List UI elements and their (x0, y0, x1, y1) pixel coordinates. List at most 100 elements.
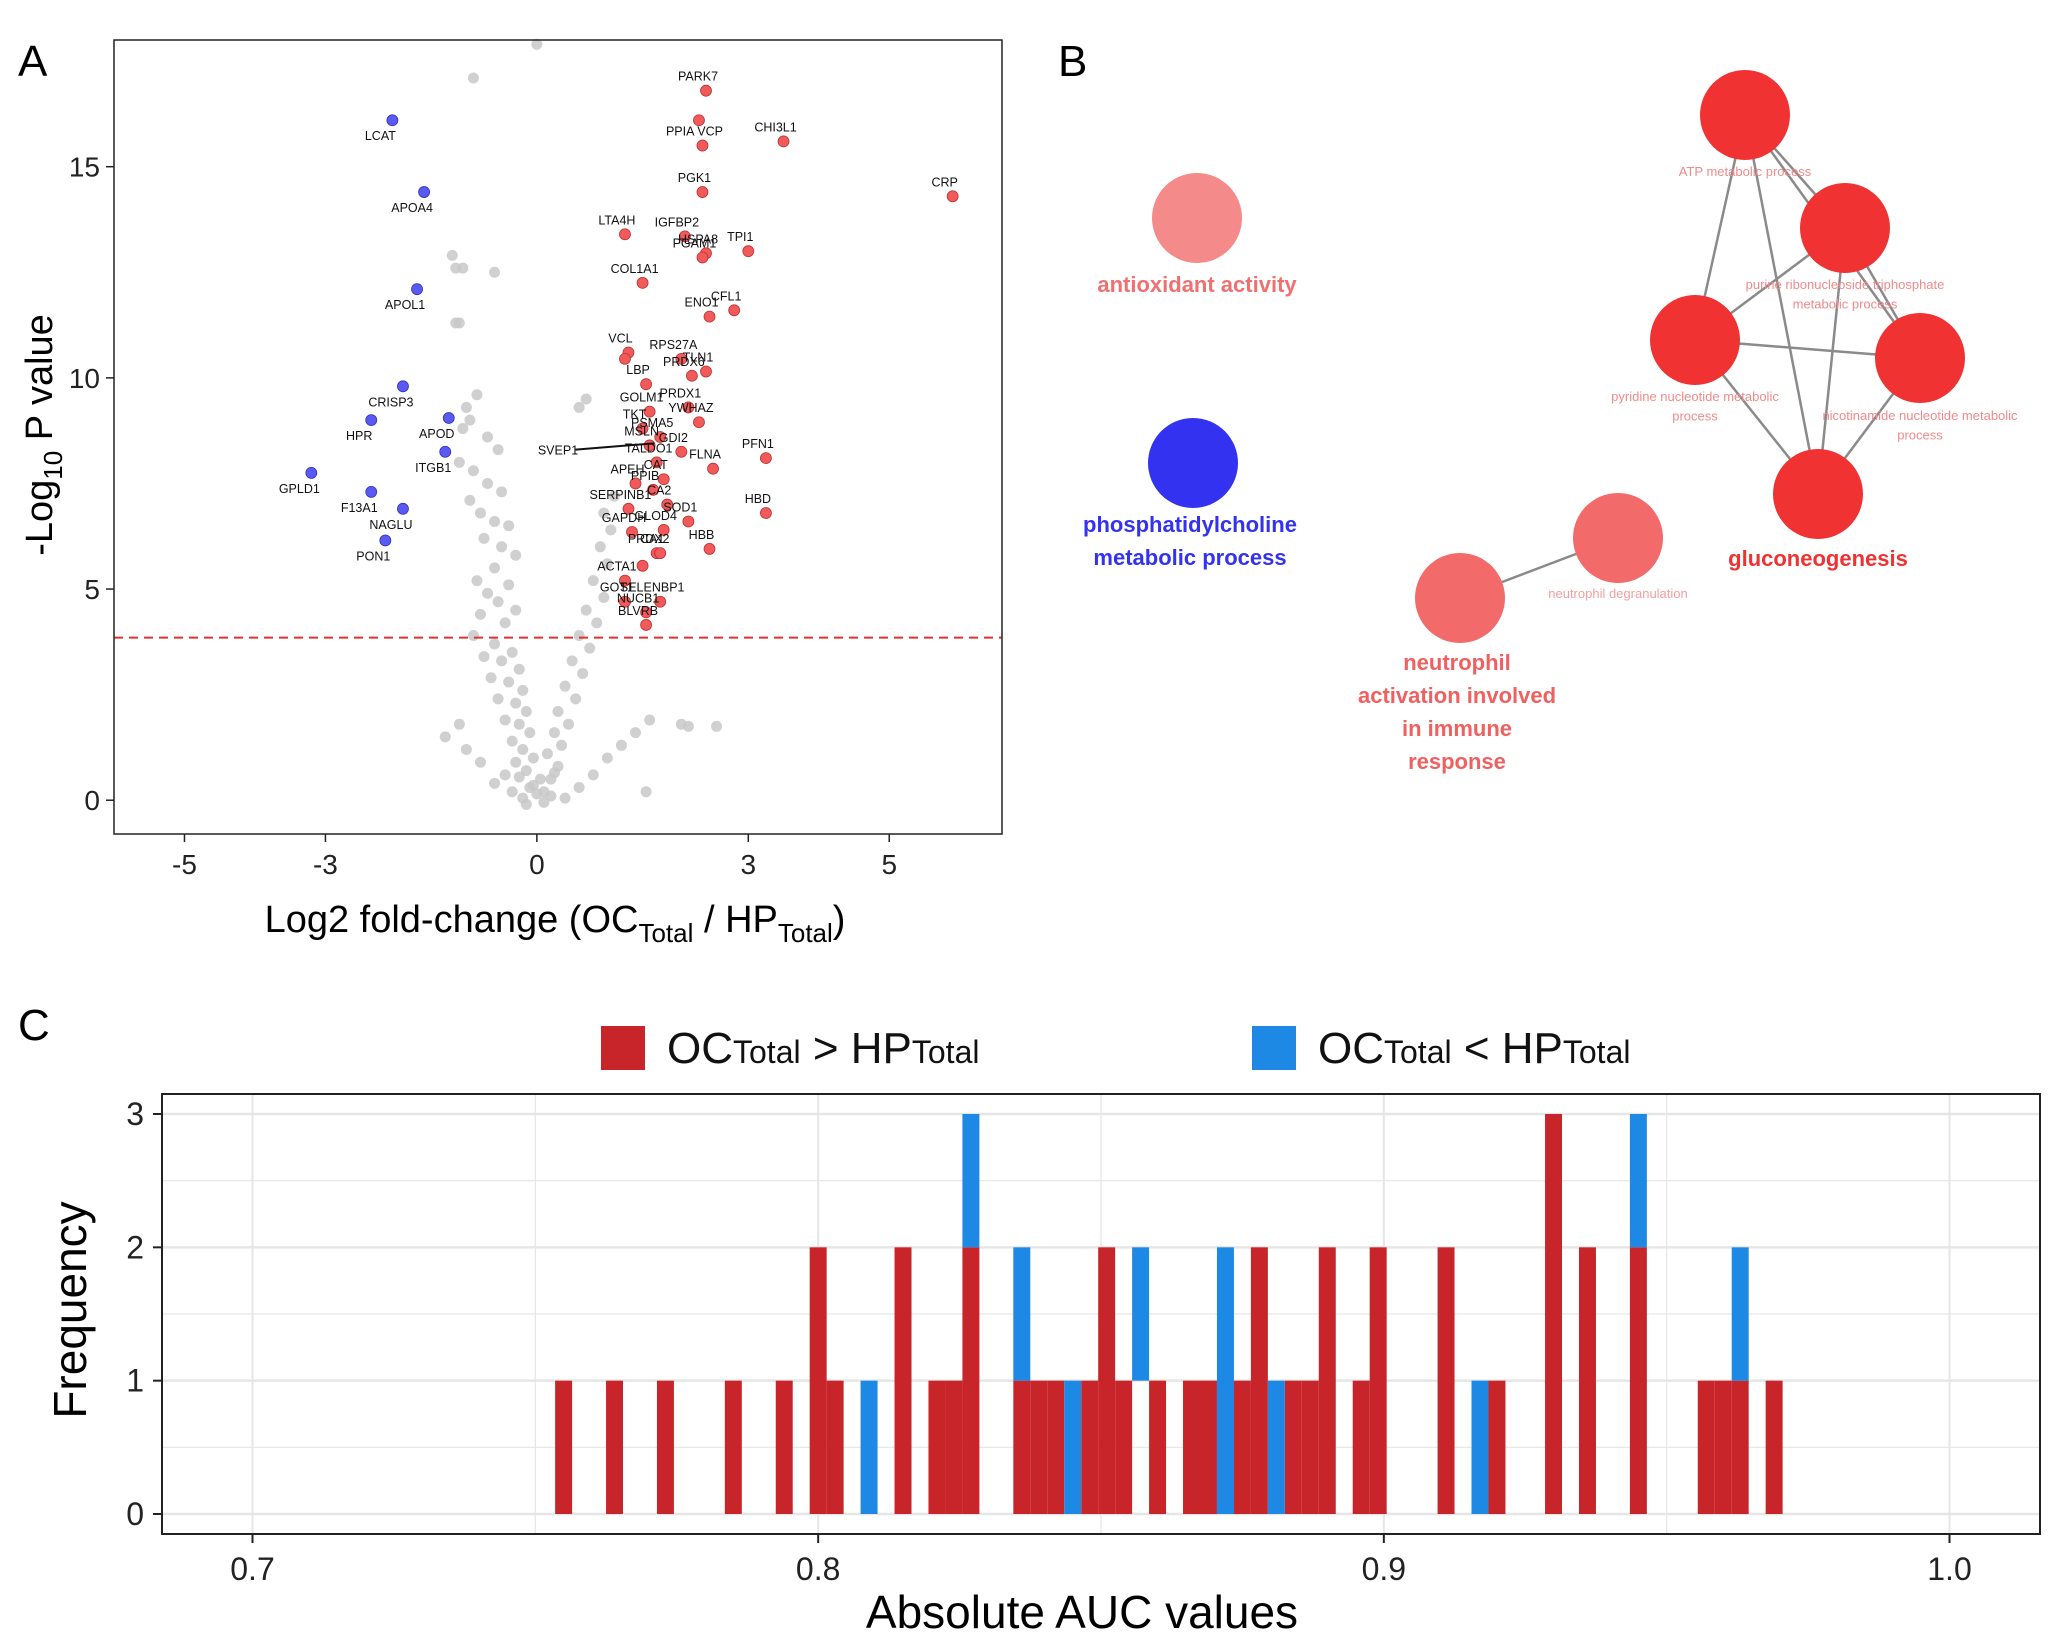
volcano-plot-frame (113, 39, 1003, 835)
up-point (619, 352, 631, 365)
up-point-label: TLN1 (683, 351, 714, 365)
panel-label-c: C (18, 1001, 50, 1050)
x-tick-label: 5 (881, 849, 897, 880)
up-point-label: LBP (626, 363, 650, 377)
up-point-label: IGFBP2 (655, 215, 700, 229)
up-point (696, 139, 709, 152)
x-tick-label: 0.8 (796, 1551, 840, 1587)
up-point (619, 595, 631, 608)
x-tick-label: 0.9 (1362, 1551, 1406, 1587)
up-point-label: VCL (608, 332, 632, 346)
down-point-label: GPLD1 (279, 482, 320, 496)
ns-point (517, 744, 529, 756)
histogram-bar-red (1030, 1380, 1048, 1514)
ns-point (527, 779, 539, 791)
ns-point (548, 727, 560, 739)
up-point-label: PRDX6 (663, 355, 705, 369)
histogram-bar-red (1578, 1247, 1596, 1514)
ns-point (510, 756, 522, 768)
ns-point (489, 515, 501, 527)
ns-point (510, 549, 522, 561)
network-node-label-purine: purine ribonucleoside triphosphate metabo… (1746, 277, 1945, 312)
x-tick-label: -5 (172, 849, 197, 880)
y-tick-label: 10 (69, 363, 100, 394)
down-point (397, 502, 409, 515)
legend-label-up: OCTotal > HPTotal (667, 1024, 979, 1073)
up-point (693, 416, 705, 429)
histogram-bar-red (1697, 1380, 1715, 1514)
ns-point (496, 486, 508, 498)
network-node-purine (1800, 183, 1890, 273)
ns-point (496, 541, 508, 553)
network-node-label-atp: ATP metabolic process (1679, 164, 1812, 179)
ns-point (630, 727, 642, 739)
down-point-label: F13A1 (341, 501, 378, 515)
ns-point (453, 456, 465, 468)
down-point (365, 486, 378, 498)
network-node-antioxidant (1152, 173, 1242, 263)
ns-point (598, 507, 610, 519)
up-point-label: RPS27A (649, 338, 698, 352)
histogram-bar-red (775, 1380, 793, 1514)
ns-point (489, 266, 501, 278)
ns-point (513, 663, 525, 675)
ns-point (457, 262, 469, 274)
up-point-label: PPIA VCP (666, 125, 723, 139)
up-point-label: LTA4H (598, 213, 635, 227)
ns-point (453, 718, 465, 730)
ns-point (471, 575, 483, 587)
histogram-bar-blue (1064, 1380, 1082, 1514)
up-point-label: CA1 (640, 532, 664, 546)
up-point-label: PGAM1 (673, 237, 717, 251)
ns-point (524, 727, 536, 739)
histogram-bar-red (809, 1247, 827, 1514)
network-node-degran (1573, 493, 1663, 583)
up-point (700, 365, 712, 378)
network-node-pyridine (1650, 295, 1740, 385)
histogram-bar-red (555, 1380, 573, 1514)
ns-point (506, 735, 518, 747)
histogram-bar-red (1284, 1380, 1302, 1514)
node-label-line: in immune (1402, 716, 1512, 741)
up-point (661, 498, 674, 511)
legend-sub: Total (912, 1034, 980, 1070)
ns-point (577, 668, 589, 680)
ns-point (559, 680, 571, 692)
up-point-label: TPI1 (727, 230, 753, 244)
ns-point (644, 714, 656, 726)
up-point-label: PRDX1 (660, 386, 702, 400)
ns-point (489, 777, 501, 789)
enrichment-network: antioxidant activity phosphatidylcholine m… (1083, 70, 2018, 774)
up-point (700, 84, 712, 97)
ns-point (492, 693, 504, 705)
ns-point (510, 604, 522, 616)
up-point (693, 114, 705, 127)
ns-point (520, 706, 532, 718)
histogram-bar-red (606, 1380, 624, 1514)
up-point (696, 251, 709, 264)
network-node-activation (1415, 553, 1505, 643)
panel-label-a: A (18, 37, 48, 86)
legend-mid: < HP (1452, 1024, 1563, 1073)
y-tick-label: 1 (126, 1363, 144, 1399)
ns-point (598, 591, 610, 603)
ns-point (563, 718, 575, 730)
histogram-bar-blue (1267, 1380, 1285, 1514)
ns-point (682, 720, 694, 732)
ns-point (450, 317, 462, 329)
down-point (418, 186, 430, 198)
legend-swatch-up (601, 1026, 645, 1070)
legend-text: OC (667, 1024, 733, 1073)
up-point-label: CFL1 (711, 289, 742, 303)
ns-point (492, 596, 504, 608)
up-point-label: PPIB (631, 469, 660, 483)
network-node-nicotinamide (1875, 313, 1965, 403)
ns-point (478, 651, 490, 663)
network-node-label-antioxidant: antioxidant activity (1097, 272, 1297, 297)
node-label-line: process (1897, 428, 1943, 443)
up-point-label: HBB (689, 528, 715, 542)
ns-point (460, 401, 472, 413)
histogram-bar-blue (1132, 1247, 1150, 1381)
ns-point (520, 765, 532, 777)
